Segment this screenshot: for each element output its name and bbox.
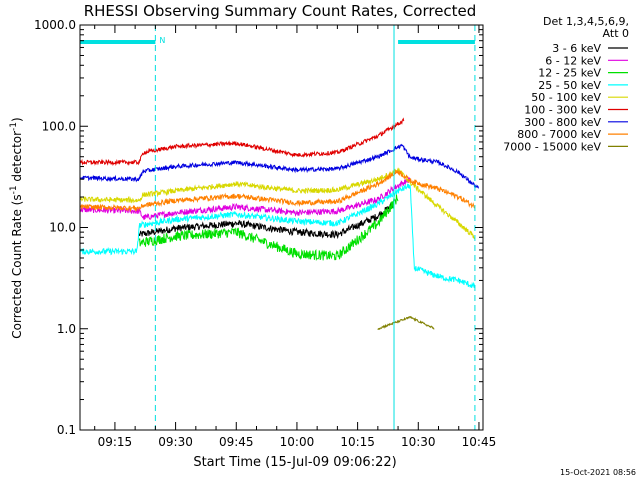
x-tick-label: 10:00	[280, 435, 315, 449]
y-tick-label: 0.1	[57, 423, 76, 437]
y-tick-label: 100.0	[42, 119, 76, 133]
orbit-markers: N	[80, 25, 476, 430]
legend-label: 25 - 50 keV	[538, 79, 601, 92]
timestamp: 15-Oct-2021 08:56	[560, 468, 636, 477]
series-line	[138, 201, 394, 240]
legend-label: 100 - 300 keV	[524, 104, 601, 117]
series-line	[79, 177, 411, 220]
legend-label: 50 - 100 keV	[531, 91, 601, 104]
series-line	[79, 143, 479, 189]
legend-label: 12 - 25 keV	[538, 67, 601, 80]
night-marker-label: N	[159, 36, 165, 45]
y-axis-label-end: )	[10, 117, 24, 122]
orbit-bar	[398, 40, 475, 44]
y-axis-label-sup1: -1	[9, 185, 19, 194]
y-axis-label-main: Corrected Count Rate (s	[10, 194, 24, 338]
x-tick-label: 10:30	[401, 435, 436, 449]
series-line	[79, 169, 476, 213]
y-tick-label: 10.0	[49, 221, 76, 235]
x-axis: 09:15 09:30 09:45 10:00 10:15 10:30 10:45	[94, 25, 497, 449]
y-axis-label: Corrected Count Rate (s-1 detector-1)	[9, 117, 24, 338]
legend-label: 3 - 6 keV	[552, 42, 601, 55]
series-line	[79, 183, 476, 289]
x-tick-label: 09:30	[158, 435, 193, 449]
series-line	[79, 117, 405, 167]
series-line	[138, 194, 399, 262]
y-axis-label-mid: detector	[10, 131, 24, 186]
x-tick-label: 09:45	[219, 435, 254, 449]
legend-label: 7000 - 15000 keV	[503, 140, 601, 153]
legend-label: 6 - 12 keV	[545, 54, 601, 67]
chart-title: RHESSI Observing Summary Count Rates, Co…	[84, 2, 477, 20]
y-axis: 0.1 1.0 10.0 100.0 1000.0	[34, 18, 483, 437]
legend-header-attenuator: Att 0	[603, 27, 629, 40]
plot-area	[79, 117, 479, 330]
legend-label: 300 - 800 keV	[524, 116, 601, 129]
y-axis-label-sup2: -1	[9, 122, 19, 131]
x-tick-label: 10:15	[340, 435, 375, 449]
x-axis-label: Start Time (15-Jul-09 09:06:22)	[193, 455, 396, 470]
series-line	[377, 315, 435, 330]
legend-header-detectors: Det 1,3,4,5,6,9,	[543, 15, 629, 28]
x-tick-label: 09:15	[98, 435, 133, 449]
orbit-bar	[80, 40, 156, 44]
y-tick-label: 1.0	[57, 322, 76, 336]
x-tick-label: 10:45	[462, 435, 497, 449]
y-tick-label: 1000.0	[34, 18, 76, 32]
legend-label: 800 - 7000 keV	[517, 128, 601, 141]
